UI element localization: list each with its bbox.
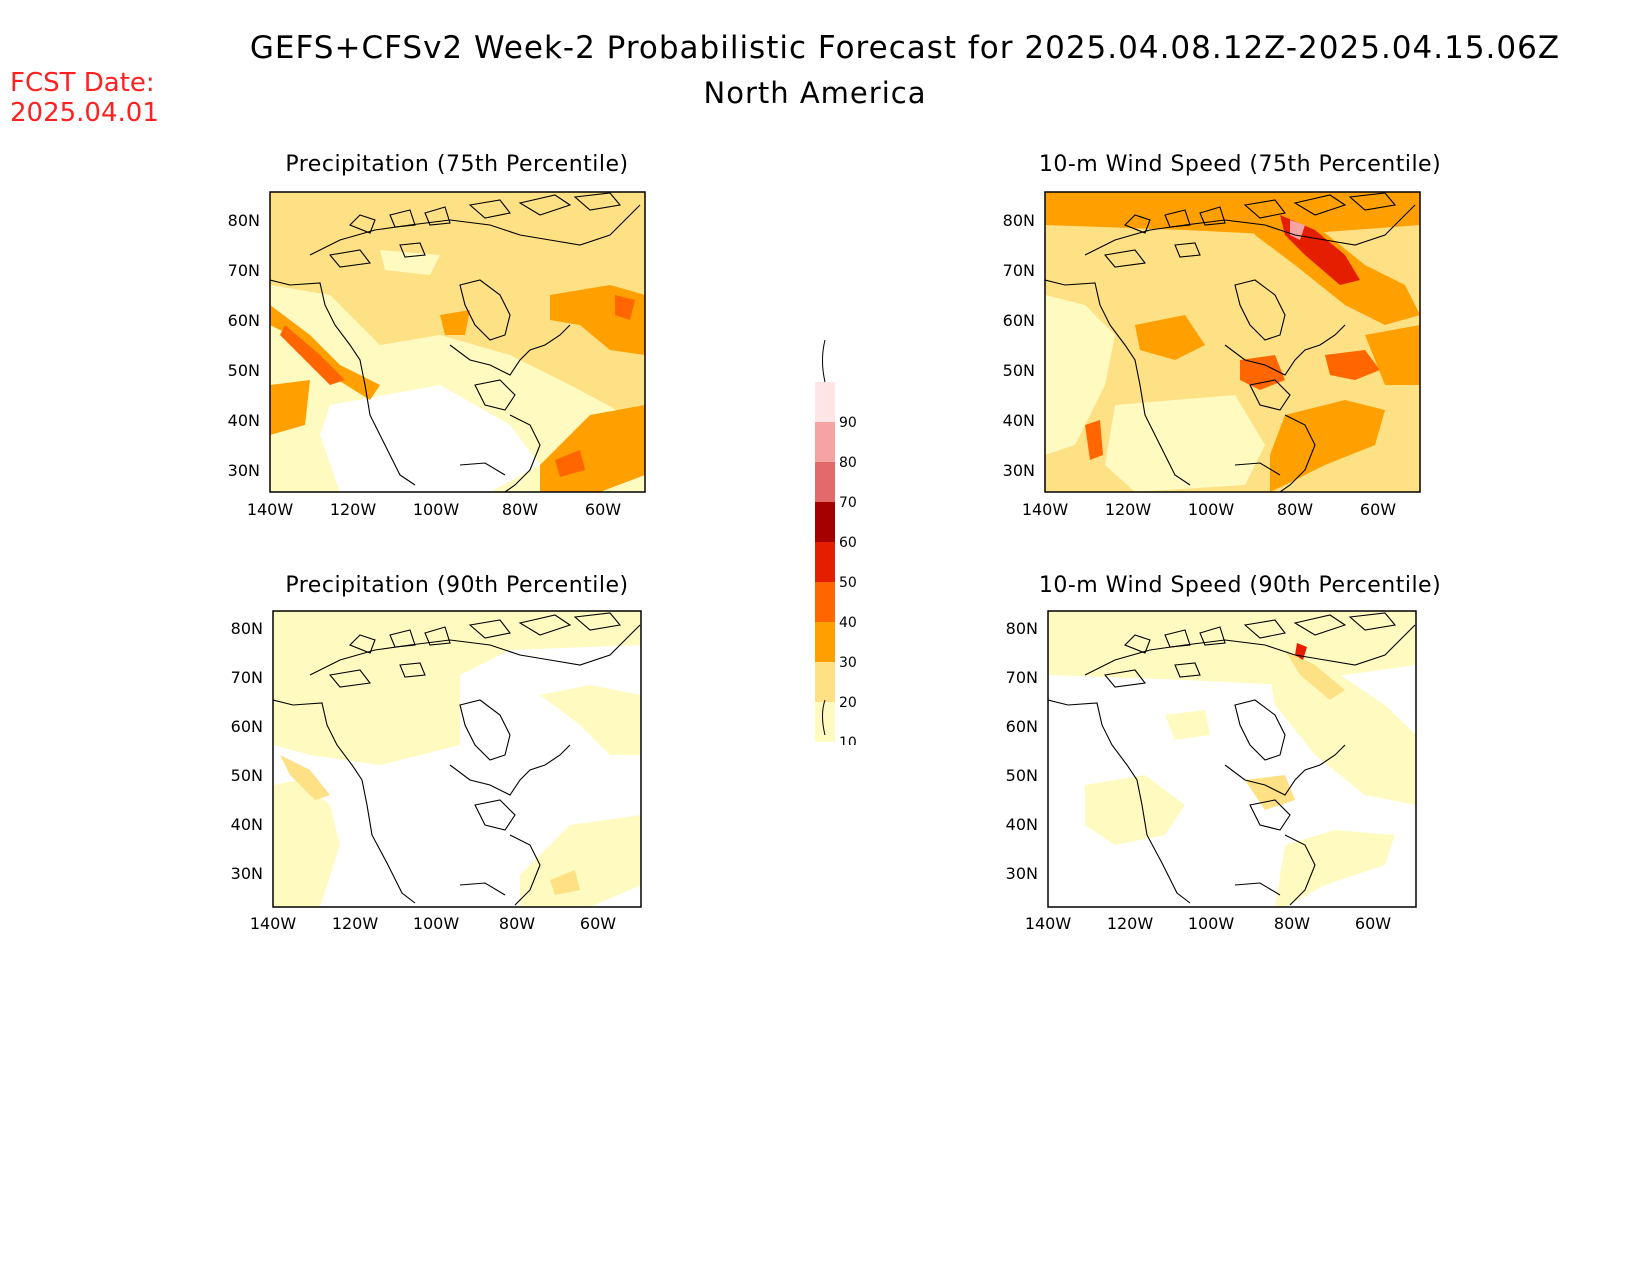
lat-label: 60N	[228, 311, 260, 330]
lat-label: 60N	[1006, 717, 1038, 736]
colorbar-box	[815, 702, 835, 742]
lat-label: 30N	[228, 461, 260, 480]
forecast-date-value: 2025.04.01	[10, 98, 159, 128]
lat-label: 50N	[1006, 766, 1038, 785]
colorbar-box	[815, 662, 835, 702]
lat-label: 50N	[228, 361, 260, 380]
lat-label: 40N	[1003, 411, 1035, 430]
colorbar-bottom-arrow	[822, 699, 826, 736]
lon-label: 80W	[1274, 914, 1310, 933]
lat-label: 30N	[231, 864, 263, 883]
precip90-lon-labels: 140W 120W 100W 80W 60W	[250, 914, 616, 933]
lon-label: 100W	[1188, 500, 1235, 519]
lat-label: 80N	[228, 211, 260, 230]
colorbar-labels: 10 20 30 40 50 60 70 80 90	[839, 415, 857, 745]
colorbar-box	[815, 542, 835, 582]
colorbar-box	[815, 382, 835, 422]
lon-label: 140W	[1022, 500, 1069, 519]
map-precip75: 80N 70N 60N 50N 40N 30N 140W 120W 100W 8…	[228, 191, 646, 519]
lon-label: 100W	[1188, 914, 1235, 933]
wind75-lat-labels: 80N 70N 60N 50N 40N 30N	[1003, 211, 1035, 480]
lat-label: 30N	[1003, 461, 1035, 480]
precip75-coastlines	[270, 192, 641, 492]
lon-label: 60W	[1360, 500, 1396, 519]
lat-label: 50N	[1003, 361, 1035, 380]
colorbar-label: 60	[839, 535, 857, 551]
lat-label: 70N	[231, 668, 263, 687]
wind75-lon-labels: 140W 120W 100W 80W 60W	[1022, 500, 1396, 519]
precip75-shading	[270, 192, 645, 492]
lon-label: 120W	[330, 500, 377, 519]
colorbar-label: 40	[839, 615, 857, 631]
lon-label: 80W	[499, 914, 535, 933]
lon-label: 80W	[1277, 500, 1313, 519]
colorbar-label: 50	[839, 575, 857, 591]
wind90-shading	[1048, 611, 1416, 907]
forecast-date: FCST Date: 2025.04.01	[10, 68, 159, 128]
lat-label: 80N	[1006, 619, 1038, 638]
lat-label: 80N	[231, 619, 263, 638]
lon-label: 60W	[1355, 914, 1391, 933]
lon-label: 60W	[580, 914, 616, 933]
panel-title-precip75: Precipitation (75th Percentile)	[285, 152, 629, 177]
wind90-coastlines	[1048, 612, 1416, 906]
wind75-coastlines	[1045, 192, 1416, 492]
colorbar-box	[815, 462, 835, 502]
colorbar-box	[815, 582, 835, 622]
colorbar-label: 10	[839, 735, 857, 745]
lat-label: 70N	[1003, 261, 1035, 280]
colorbar-label: 30	[839, 655, 857, 671]
precip90-shading	[273, 611, 641, 907]
lat-label: 50N	[231, 766, 263, 785]
chart-title: GEFS+CFSv2 Week-2 Probabilistic Forecast…	[249, 30, 1561, 66]
lon-label: 100W	[413, 914, 460, 933]
colorbar-label: 70	[839, 495, 857, 511]
lon-label: 140W	[247, 500, 294, 519]
lat-label: 30N	[1006, 864, 1038, 883]
map-wind75: 80N 70N 60N 50N 40N 30N 140W 120W 100W 8…	[1003, 191, 1421, 519]
wind75-shading	[1045, 192, 1420, 492]
lon-label: 80W	[502, 500, 538, 519]
lat-label: 60N	[1003, 311, 1035, 330]
wind90-lon-labels: 140W 120W 100W 80W 60W	[1025, 914, 1391, 933]
lat-label: 80N	[1003, 211, 1035, 230]
lon-label: 120W	[332, 914, 379, 933]
lat-label: 60N	[231, 717, 263, 736]
wind90-lat-labels: 80N 70N 60N 50N 40N 30N	[1006, 619, 1038, 883]
chart-subtitle: North America	[703, 76, 927, 110]
colorbar-label: 90	[839, 415, 857, 431]
lon-label: 140W	[250, 914, 297, 933]
lat-label: 40N	[228, 411, 260, 430]
colorbar-box	[815, 622, 835, 662]
lon-label: 140W	[1025, 914, 1072, 933]
colorbar-label: 80	[839, 455, 857, 471]
lon-label: 120W	[1107, 914, 1154, 933]
map-precip90: 80N 70N 60N 50N 40N 30N 140W 120W 100W 8…	[231, 610, 642, 933]
forecast-date-label: FCST Date:	[10, 68, 155, 98]
lon-label: 100W	[413, 500, 460, 519]
lat-label: 70N	[228, 261, 260, 280]
panel-title-precip90: Precipitation (90th Percentile)	[285, 573, 629, 598]
colorbar: 10 20 30 40 50 60 70 80 90	[815, 339, 857, 745]
colorbar-top-arrow	[822, 339, 826, 383]
precip90-lat-labels: 80N 70N 60N 50N 40N 30N	[231, 619, 263, 883]
colorbar-boxes	[815, 382, 835, 742]
lat-label: 40N	[1006, 815, 1038, 834]
lat-label: 70N	[1006, 668, 1038, 687]
colorbar-box	[815, 422, 835, 462]
precip90-coastlines	[273, 612, 641, 906]
lon-label: 120W	[1105, 500, 1152, 519]
panel-title-wind90: 10-m Wind Speed (90th Percentile)	[1038, 573, 1442, 598]
colorbar-box	[815, 502, 835, 542]
lon-label: 60W	[585, 500, 621, 519]
precip75-lon-labels: 140W 120W 100W 80W 60W	[247, 500, 621, 519]
colorbar-label: 20	[839, 695, 857, 711]
map-wind90: 80N 70N 60N 50N 40N 30N 140W 120W 100W 8…	[1006, 610, 1417, 933]
panel-title-wind75: 10-m Wind Speed (75th Percentile)	[1038, 152, 1442, 177]
lat-label: 40N	[231, 815, 263, 834]
precip75-lat-labels: 80N 70N 60N 50N 40N 30N	[228, 211, 260, 480]
